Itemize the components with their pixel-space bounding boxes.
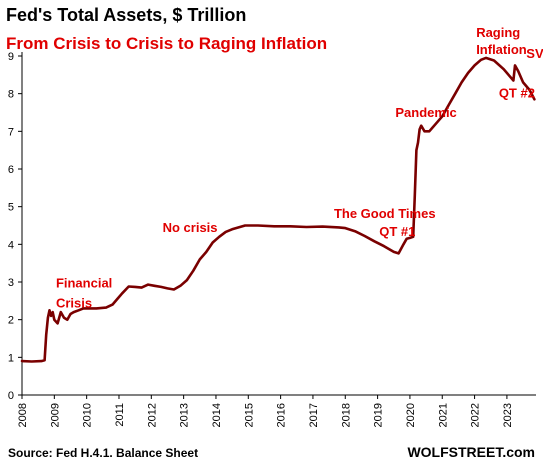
- source-note: Source: Fed H.4.1. Balance Sheet: [8, 446, 198, 460]
- y-tick-label: 8: [8, 89, 14, 101]
- x-tick-label: 2023: [502, 403, 514, 427]
- annotations: Financial Crisis No crisis The Good Times QT…: [56, 25, 543, 310]
- x-tick-label: 2011: [114, 403, 126, 427]
- y-tick-label: 6: [8, 164, 14, 176]
- annotation-label: Financial: [56, 276, 112, 291]
- x-tick-label: 2010: [82, 403, 94, 427]
- x-tick-label: 2016: [276, 403, 288, 427]
- annotation-label: SVB: [526, 46, 543, 61]
- x-tick-label: 2013: [179, 403, 191, 427]
- x-tick-label: 2012: [146, 403, 158, 427]
- y-tick-label: 3: [8, 277, 14, 289]
- y-tick-label: 9: [8, 51, 14, 63]
- y-tick-label: 5: [8, 202, 14, 214]
- x-tick-labels: 2008 2009 2010 2011 2012 2013 2014 2015 2016 2017…: [17, 395, 514, 427]
- chart-subtitle: From Crisis to Crisis to Raging Inflatio…: [6, 34, 327, 53]
- annotation-label: QT #1: [379, 224, 415, 239]
- chart-title: Fed's Total Assets, $ Trillion: [6, 5, 246, 25]
- series-line: [20, 56, 536, 363]
- x-tick-label: 2020: [405, 403, 417, 427]
- annotation-label: The Good Times: [334, 206, 436, 221]
- x-tick-label: 2014: [211, 403, 223, 427]
- annotation-label: Raging: [476, 25, 520, 40]
- y-tick-label: 2: [8, 315, 14, 327]
- x-tick-label: 2019: [373, 403, 385, 427]
- y-tick-label: 0: [8, 390, 14, 402]
- y-tick-label: 1: [8, 352, 14, 364]
- x-tick-label: 2021: [437, 403, 449, 427]
- x-tick-label: 2009: [49, 403, 61, 427]
- x-tick-label: 2008: [17, 403, 29, 427]
- annotation-label: Crisis: [56, 296, 92, 311]
- annotation-label: Pandemic: [395, 105, 456, 120]
- y-tick-label: 4: [8, 239, 14, 251]
- y-tick-labels: 0 1 2 3 4 5 6 7 8 9: [8, 51, 22, 402]
- annotation-label: No crisis: [163, 220, 218, 235]
- x-tick-label: 2018: [340, 403, 352, 427]
- annotation-label: QT #2: [499, 85, 535, 100]
- x-tick-label: 2022: [470, 403, 482, 427]
- x-tick-label: 2015: [243, 403, 255, 427]
- x-tick-label: 2017: [308, 403, 320, 427]
- y-tick-label: 7: [8, 126, 14, 138]
- brand-logo: WOLFSTREET.com: [407, 444, 535, 460]
- annotation-label: Inflation: [476, 42, 527, 57]
